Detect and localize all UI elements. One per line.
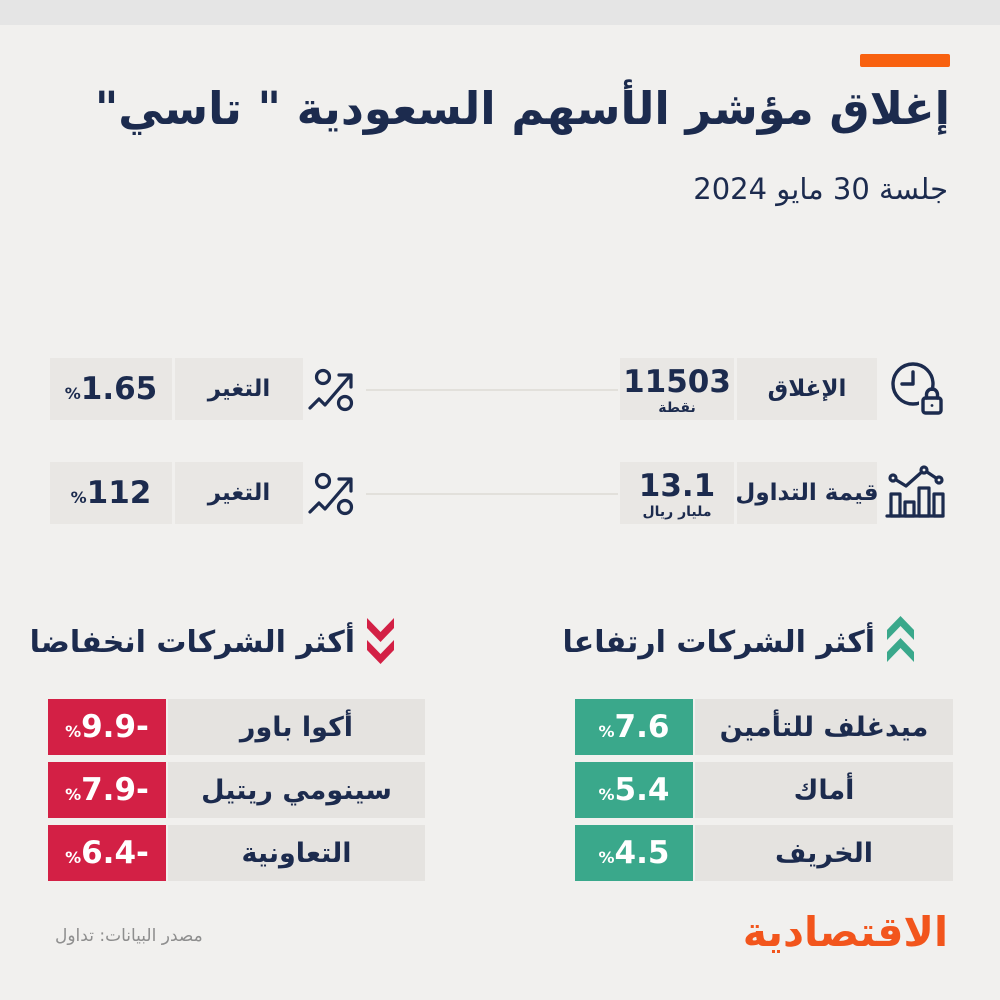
change-value: 112 bbox=[86, 475, 152, 511]
gainers-title: أكثر الشركات ارتفاعا bbox=[562, 624, 875, 660]
loser-name: سينومي ريتيل bbox=[168, 762, 425, 818]
gainer-name: أماك bbox=[695, 762, 953, 818]
change-label: التغير bbox=[207, 376, 271, 402]
page-subtitle: جلسة 30 مايو 2024 bbox=[693, 172, 948, 206]
bar-chart-icon bbox=[884, 464, 946, 526]
stat-label: الإغلاق bbox=[767, 376, 847, 402]
gainer-value-badge: % 5.4 bbox=[575, 762, 693, 818]
stat-value-box-traded: 13.1 مليار ريال bbox=[620, 462, 734, 524]
loser-value: 7.9- bbox=[81, 771, 149, 808]
top-band bbox=[0, 0, 1000, 25]
stat-value: 11503 bbox=[623, 363, 731, 400]
percent-sign: % bbox=[65, 847, 82, 867]
percent-trend-up-icon bbox=[306, 466, 360, 524]
change-value-box: % 1.65 bbox=[50, 358, 172, 420]
percent-sign: % bbox=[598, 721, 615, 741]
percent-sign: % bbox=[64, 384, 81, 403]
double-chevron-down-icon bbox=[367, 616, 394, 668]
loser-value-badge: % 7.9- bbox=[48, 762, 166, 818]
loser-row: % 6.4- التعاونية bbox=[48, 825, 425, 881]
percent-sign: % bbox=[65, 784, 82, 804]
gainer-row: % 5.4 أماك bbox=[575, 762, 953, 818]
clock-lock-icon bbox=[888, 358, 944, 422]
change-label-box: التغير bbox=[175, 358, 303, 420]
losers-title: أكثر الشركات انخفاضا bbox=[29, 624, 355, 660]
percent-sign: % bbox=[598, 847, 615, 867]
change-value-box: % 112 bbox=[50, 462, 172, 524]
gainer-value: 5.4 bbox=[614, 771, 670, 808]
stat-label-box-close: الإغلاق bbox=[737, 358, 877, 420]
stat-label-box-traded: قيمة التداول bbox=[735, 462, 879, 524]
gainer-name: الخريف bbox=[695, 825, 953, 881]
loser-name: التعاونية bbox=[168, 825, 425, 881]
accent-dash bbox=[860, 54, 950, 67]
double-chevron-up-icon bbox=[887, 616, 914, 668]
page-title: إغلاق مؤشر الأسهم السعودية " تاسي" bbox=[94, 82, 951, 135]
loser-value-badge: % 9.9- bbox=[48, 699, 166, 755]
change-label: التغير bbox=[207, 480, 271, 506]
loser-name: أكوا باور bbox=[168, 699, 425, 755]
gainers-header: أكثر الشركات ارتفاعا bbox=[562, 616, 914, 668]
gainer-value: 4.5 bbox=[614, 834, 670, 871]
stat-unit: نقطة bbox=[658, 399, 696, 416]
connector-line bbox=[366, 493, 618, 495]
loser-value: 6.4- bbox=[81, 834, 149, 871]
losers-header: أكثر الشركات انخفاضا bbox=[30, 616, 394, 668]
stat-value-box-close: 11503 نقطة bbox=[620, 358, 734, 420]
change-label-box: التغير bbox=[175, 462, 303, 524]
gainer-value-badge: % 7.6 bbox=[575, 699, 693, 755]
data-source-note: مصدر البيانات: تداول bbox=[55, 926, 203, 946]
connector-line bbox=[366, 389, 618, 391]
gainer-name: ميدغلف للتأمين bbox=[695, 699, 953, 755]
stat-unit: مليار ريال bbox=[642, 503, 712, 520]
percent-sign: % bbox=[70, 488, 87, 507]
percent-sign: % bbox=[65, 721, 82, 741]
loser-value: 9.9- bbox=[81, 708, 149, 745]
stat-label: قيمة التداول bbox=[735, 480, 879, 506]
percent-trend-up-icon bbox=[306, 362, 360, 420]
gainer-row: % 7.6 ميدغلف للتأمين bbox=[575, 699, 953, 755]
gainer-value: 7.6 bbox=[614, 708, 670, 745]
stat-value: 13.1 bbox=[638, 467, 716, 504]
loser-value-badge: % 6.4- bbox=[48, 825, 166, 881]
gainer-value-badge: % 4.5 bbox=[575, 825, 693, 881]
gainer-row: % 4.5 الخريف bbox=[575, 825, 953, 881]
percent-sign: % bbox=[598, 784, 615, 804]
change-value: 1.65 bbox=[80, 371, 158, 407]
loser-row: % 9.9- أكوا باور bbox=[48, 699, 425, 755]
aleqtisadiah-logo: الاقتصادية bbox=[742, 908, 949, 956]
loser-row: % 7.9- سينومي ريتيل bbox=[48, 762, 425, 818]
